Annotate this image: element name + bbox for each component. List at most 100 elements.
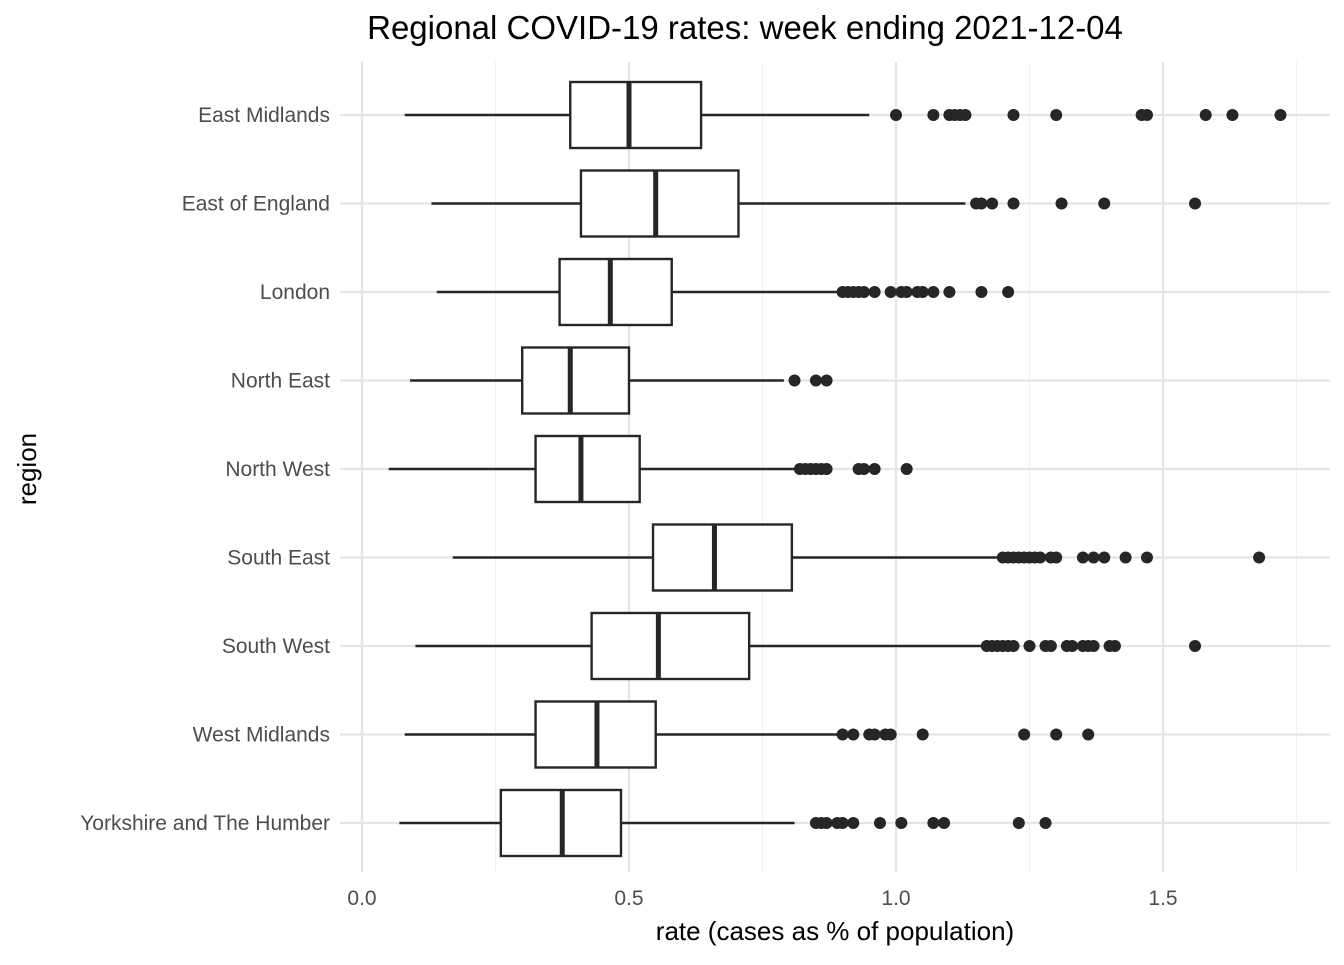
box-group (404, 80, 1287, 150)
outlier-point (868, 463, 881, 475)
outlier-point (916, 728, 929, 741)
iqr-box (579, 169, 740, 238)
iqr-box (651, 523, 794, 592)
outlier-point (927, 109, 940, 121)
outlier-point (857, 463, 870, 475)
outlier-point (868, 728, 881, 741)
outlier-point (1119, 551, 1132, 564)
outlier-point (1039, 817, 1052, 829)
outlier-point (820, 817, 833, 829)
outlier-point (1253, 551, 1266, 564)
outlier-point (975, 197, 988, 210)
y-tick-label: North West (225, 458, 330, 481)
outlier-point (986, 197, 999, 210)
outlier-point (1108, 640, 1121, 652)
iqr-box (569, 80, 703, 150)
iqr-box (521, 346, 631, 415)
box-group (399, 788, 1052, 858)
outlier-point (1087, 640, 1100, 652)
outlier-point (1087, 551, 1100, 564)
x-tick-label: 0.0 (347, 887, 376, 910)
outlier-point (1274, 109, 1287, 121)
outlier-point (1050, 551, 1063, 564)
y-tick-label: East Midlands (198, 104, 330, 127)
outlier-point (1034, 551, 1047, 564)
outlier-point (975, 286, 988, 298)
outlier-point (1050, 728, 1063, 741)
box-group (452, 523, 1266, 592)
y-tick-label: East of England (182, 193, 330, 216)
outlier-point (890, 109, 902, 121)
x-tick-label: 0.5 (614, 887, 643, 910)
outlier-point (938, 817, 951, 829)
outlier-point (873, 817, 886, 829)
outlier-point (884, 286, 897, 298)
box-series (388, 80, 1287, 858)
iqr-box (534, 434, 641, 504)
y-tick-label: South West (222, 635, 330, 658)
outlier-point (1044, 640, 1057, 652)
outlier-point (847, 728, 860, 741)
box-group (436, 257, 1015, 327)
y-tick-label: Yorkshire and The Humber (80, 812, 330, 835)
outlier-point (895, 817, 908, 829)
outlier-point (1199, 109, 1212, 121)
outlier-point (1055, 197, 1068, 210)
outlier-point (1007, 109, 1020, 121)
outlier-point (868, 286, 881, 298)
x-axis-title: rate (cases as % of population) (656, 916, 1014, 946)
iqr-box (558, 257, 673, 327)
x-tick-label: 1.5 (1148, 887, 1177, 910)
outlier-point (1002, 286, 1015, 298)
box-group (410, 346, 833, 415)
y-tick-label: North East (231, 370, 330, 393)
outlier-point (900, 463, 913, 475)
box-group (431, 169, 1202, 238)
outlier-point (943, 286, 956, 298)
outlier-point (847, 817, 860, 829)
chart-title: Regional COVID-19 rates: week ending 202… (367, 9, 1123, 46)
outlier-point (884, 728, 897, 741)
outlier-point (1082, 728, 1095, 741)
y-tick-label: London (260, 281, 330, 304)
outlier-point (1018, 728, 1031, 741)
outlier-point (836, 728, 849, 741)
outlier-point (1098, 197, 1111, 210)
grid-lines (340, 62, 1330, 872)
outlier-point (1226, 109, 1239, 121)
outlier-point (1140, 109, 1153, 121)
axis-labels: 0.0 0.5 1.0 1.5 Yorkshire and The Humber West… (80, 104, 1177, 910)
box-group (415, 611, 1202, 681)
outlier-point (809, 374, 822, 387)
outlier-point (857, 286, 870, 298)
outlier-point (1023, 640, 1036, 652)
outlier-point (820, 463, 833, 475)
y-tick-label: West Midlands (193, 724, 330, 747)
outlier-point (1076, 551, 1089, 564)
outlier-point (916, 286, 929, 298)
x-tick-label: 1.0 (881, 887, 910, 910)
box-group (404, 700, 1095, 769)
outlier-point (1050, 109, 1063, 121)
outlier-point (1189, 197, 1202, 210)
outlier-point (1012, 817, 1025, 829)
outlier-point (927, 286, 940, 298)
y-tick-label: South East (227, 547, 330, 570)
outlier-point (836, 817, 849, 829)
outlier-point (927, 817, 940, 829)
outlier-point (959, 109, 972, 121)
outlier-point (1007, 640, 1020, 652)
iqr-box (590, 611, 751, 681)
outlier-point (1189, 640, 1202, 652)
outlier-point (1098, 551, 1111, 564)
y-axis-title: region (12, 433, 42, 505)
outlier-point (1140, 551, 1153, 564)
outlier-point (1066, 640, 1079, 652)
outlier-point (788, 374, 801, 387)
outlier-point (1007, 197, 1020, 210)
outlier-point (820, 374, 833, 387)
outlier-point (900, 286, 913, 298)
box-group (388, 434, 913, 504)
